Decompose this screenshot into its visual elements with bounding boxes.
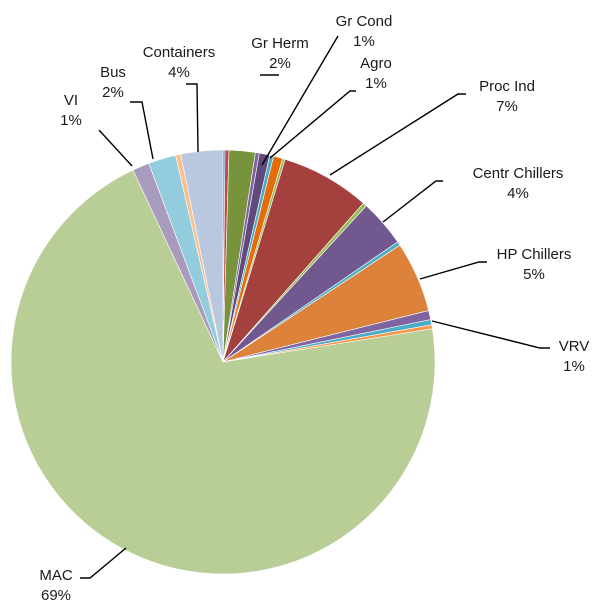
data-label-name: Proc Ind bbox=[479, 78, 535, 95]
data-label-percent: 2% bbox=[102, 84, 124, 101]
data-label-name: Centr Chillers bbox=[473, 165, 564, 182]
leader-line-vi bbox=[98, 129, 133, 167]
data-label-percent: 69% bbox=[41, 587, 71, 604]
data-label-percent: 4% bbox=[507, 185, 529, 202]
leader-line-centr-chillers bbox=[382, 180, 443, 223]
data-label-name: VI bbox=[64, 92, 78, 109]
pie-slice-containers bbox=[180, 149, 224, 363]
leader-line-vrv bbox=[431, 320, 550, 349]
data-label-bus: Bus 2% bbox=[100, 64, 126, 101]
data-label-percent: 1% bbox=[60, 112, 82, 129]
data-label-proc-ind: Proc Ind 7% bbox=[479, 78, 535, 115]
data-label-vrv: VRV 1% bbox=[559, 338, 590, 375]
data-label-name: VRV bbox=[559, 338, 590, 355]
data-label-percent: 1% bbox=[563, 358, 585, 375]
pie-slices bbox=[10, 149, 436, 575]
data-label-agro: Agro 1% bbox=[360, 55, 392, 92]
leader-line-hp-chillers bbox=[419, 261, 487, 280]
data-label-gr-herm: Gr Herm 2% bbox=[251, 35, 309, 72]
data-label-percent: 7% bbox=[496, 98, 518, 115]
data-label-name: Gr Herm bbox=[251, 35, 309, 52]
data-label-vi: VI 1% bbox=[60, 92, 82, 129]
data-label-percent: 2% bbox=[269, 55, 291, 72]
data-label-name: Agro bbox=[360, 55, 392, 72]
data-label-percent: 1% bbox=[365, 75, 387, 92]
data-label-name: Bus bbox=[100, 64, 126, 81]
data-label-percent: 4% bbox=[168, 64, 190, 81]
data-labels: Gr Herm 2% Gr Cond 1% Agro 1% Proc Ind 7% Centr … bbox=[39, 13, 589, 604]
leader-lines bbox=[80, 35, 550, 579]
data-label-gr-cond: Gr Cond 1% bbox=[336, 13, 393, 50]
leader-line-proc-ind bbox=[329, 93, 466, 176]
data-label-name: Gr Cond bbox=[336, 13, 393, 30]
data-label-hp-chillers: HP Chillers 5% bbox=[497, 246, 572, 283]
data-label-name: MAC bbox=[39, 567, 73, 584]
data-label-mac: MAC 69% bbox=[39, 567, 73, 604]
leader-line-containers bbox=[186, 83, 199, 153]
leader-line-mac bbox=[80, 547, 127, 579]
data-label-percent: 5% bbox=[523, 266, 545, 283]
leader-line-bus bbox=[130, 101, 154, 160]
leader-line-agro bbox=[269, 90, 356, 159]
data-label-name: Containers bbox=[143, 44, 216, 61]
data-label-percent: 1% bbox=[353, 33, 375, 50]
data-label-centr-chillers: Centr Chillers 4% bbox=[473, 165, 564, 202]
data-label-containers: Containers 4% bbox=[143, 44, 216, 81]
data-label-name: HP Chillers bbox=[497, 246, 572, 263]
leader-line-gr-cond bbox=[261, 35, 339, 166]
